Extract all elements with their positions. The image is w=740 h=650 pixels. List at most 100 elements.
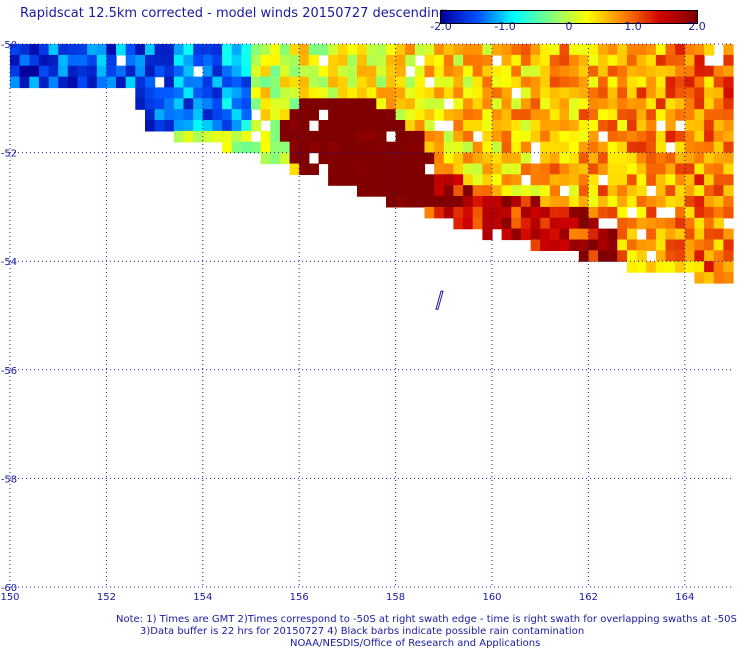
- heatmap-cell: [627, 163, 638, 175]
- heatmap-cell: [443, 65, 454, 78]
- heatmap-cell: [578, 76, 589, 89]
- heatmap-cell: [453, 65, 464, 78]
- heatmap-cell: [289, 130, 300, 143]
- heatmap-cell: [251, 98, 262, 110]
- heatmap-cell: [684, 87, 695, 99]
- heatmap-cell: [67, 44, 78, 56]
- heatmap-cell: [135, 87, 146, 99]
- heatmap-cell: [540, 239, 551, 251]
- heatmap-cell: [492, 87, 503, 99]
- heatmap-cell: [472, 76, 483, 89]
- heatmap-cell: [405, 174, 416, 186]
- heatmap-cell: [646, 152, 657, 165]
- heatmap-cell: [549, 76, 560, 89]
- heatmap-cell: [289, 109, 300, 121]
- y-tick-label: -58: [1, 474, 17, 485]
- heatmap-cell: [655, 217, 667, 230]
- heatmap-cell: [125, 76, 136, 89]
- heatmap-cell: [453, 196, 464, 208]
- heatmap-cell: [366, 163, 377, 175]
- heatmap-cell: [145, 109, 156, 121]
- heatmap-cell: [231, 98, 242, 110]
- heatmap-cell: [540, 141, 551, 154]
- heatmap-cell: [318, 98, 329, 110]
- heatmap-cell: [202, 109, 213, 121]
- heatmap-cell: [386, 174, 397, 186]
- heatmap-cell: [588, 44, 599, 56]
- heatmap-cell: [279, 65, 291, 78]
- heatmap-cell: [405, 87, 416, 99]
- heatmap-cell: [453, 206, 464, 219]
- heatmap-cell: [530, 76, 541, 89]
- heatmap-cell: [173, 65, 185, 78]
- heatmap-cell: [376, 163, 387, 175]
- heatmap-cell: [453, 163, 464, 175]
- y-tick-label: -50: [1, 40, 17, 51]
- heatmap-cell: [231, 76, 242, 89]
- heatmap-cell: [260, 141, 271, 154]
- heatmap-cell: [260, 54, 271, 67]
- heatmap-cell: [501, 141, 512, 154]
- heatmap-cell: [405, 54, 416, 67]
- heatmap-cell: [598, 54, 609, 67]
- heatmap-cell: [328, 141, 339, 154]
- heatmap-cell: [299, 65, 310, 78]
- heatmap-cell: [289, 54, 300, 67]
- heatmap-cell: [164, 76, 175, 89]
- heatmap-cell: [540, 76, 551, 89]
- heatmap-cell: [675, 217, 686, 230]
- heatmap-cell: [328, 174, 339, 186]
- heatmap-cell: [463, 76, 474, 89]
- heatmap-cell: [424, 130, 435, 143]
- heatmap-cell: [675, 152, 686, 165]
- heatmap-cell: [357, 87, 368, 99]
- heatmap-cell: [617, 109, 628, 121]
- heatmap-cell: [627, 44, 638, 56]
- heatmap-cell: [19, 76, 30, 89]
- heatmap-cell: [713, 272, 724, 284]
- heatmap-cell: [501, 206, 512, 219]
- heatmap-cell: [636, 98, 647, 110]
- heatmap-cell: [665, 185, 676, 197]
- heatmap-cell: [588, 65, 599, 78]
- y-tick-labels: -50 -52 -54 -56 -58 -60: [1, 40, 17, 594]
- heatmap-cell: [627, 87, 638, 99]
- heatmap-cell: [482, 44, 493, 56]
- heatmap-cell: [395, 152, 406, 165]
- heatmap-cell: [627, 196, 638, 208]
- heatmap-cell: [212, 87, 223, 99]
- heatmap-cell: [164, 44, 175, 56]
- heatmap-cell: [530, 239, 541, 251]
- heatmap-cell: [405, 76, 416, 89]
- heatmap-cell: [540, 54, 551, 67]
- heatmap-cell: [646, 217, 657, 230]
- heatmap-cell: [96, 65, 107, 78]
- heatmap-cell: [289, 120, 300, 132]
- heatmap-cell: [607, 130, 618, 143]
- heatmap-cell: [251, 76, 262, 89]
- heatmap-cell: [202, 44, 213, 56]
- heatmap-cell: [212, 98, 223, 110]
- heatmap-cell: [357, 109, 368, 121]
- heatmap-cell: [511, 54, 522, 67]
- heatmap-cell: [569, 109, 580, 121]
- heatmap-cell: [704, 261, 715, 273]
- heatmap-cell: [713, 76, 724, 89]
- heatmap-cell: [395, 76, 406, 89]
- heatmap-cell: [10, 65, 21, 78]
- heatmap-cell: [520, 130, 532, 143]
- heatmap-cell: [607, 76, 618, 89]
- heatmap-cell: [482, 152, 493, 165]
- heatmap-cell: [627, 250, 638, 262]
- heatmap-cell: [482, 130, 493, 143]
- heatmap-cell: [511, 196, 522, 208]
- heatmap-cell: [434, 196, 445, 208]
- heatmap-cell: [395, 196, 406, 208]
- heatmap-cell: [723, 239, 734, 251]
- heatmap-cell: [405, 152, 416, 165]
- heatmap-cell: [655, 54, 667, 67]
- heatmap-cell: [588, 152, 599, 165]
- heatmap-cell: [636, 87, 647, 99]
- heatmap-cell: [511, 185, 522, 197]
- heatmap-cell: [540, 196, 551, 208]
